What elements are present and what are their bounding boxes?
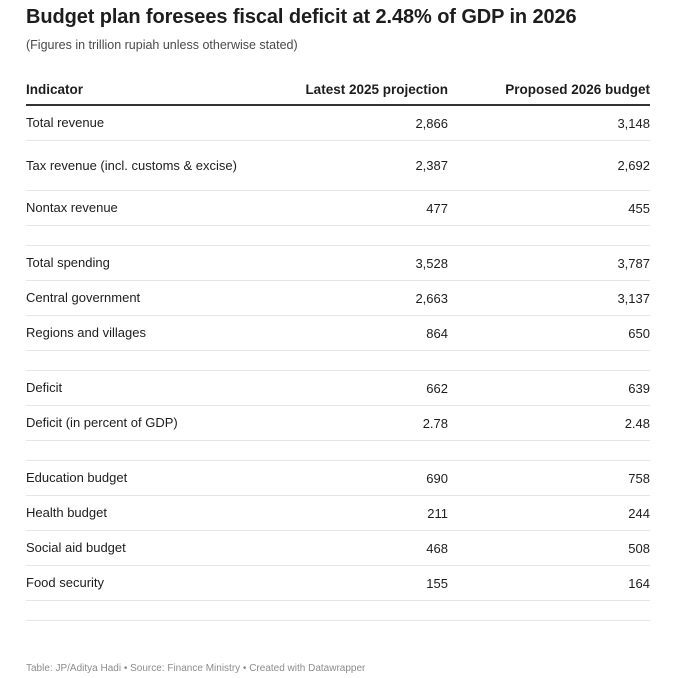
value-2026: 455	[448, 190, 650, 226]
column-header-2026-budget[interactable]: Proposed 2026 budget	[448, 74, 650, 106]
table-row: Food security 155 164	[26, 565, 650, 601]
row-label: Health budget	[26, 495, 276, 531]
value-2026: 3,787	[448, 245, 650, 281]
value-2025: 477	[276, 190, 448, 226]
chart-subtitle: (Figures in trillion rupiah unless other…	[26, 38, 298, 52]
value-2025: 662	[276, 370, 448, 406]
group-spacer-row	[26, 440, 650, 461]
value-2025: 211	[276, 495, 448, 531]
value-2026: 650	[448, 315, 650, 351]
row-label: Total revenue	[26, 105, 276, 141]
value-2026: 2,692	[448, 140, 650, 191]
row-label: Education budget	[26, 460, 276, 496]
row-label: Social aid budget	[26, 530, 276, 566]
table-row: Total revenue 2,866 3,148	[26, 105, 650, 141]
row-label: Tax revenue (incl. customs & excise)	[26, 140, 276, 191]
value-2025: 468	[276, 530, 448, 566]
value-2026: 3,148	[448, 105, 650, 141]
value-2026: 508	[448, 530, 650, 566]
group-spacer-row	[26, 350, 650, 371]
value-2025: 2,866	[276, 105, 448, 141]
table-row: Health budget 211 244	[26, 495, 650, 531]
row-label: Regions and villages	[26, 315, 276, 351]
value-2026: 3,137	[448, 280, 650, 316]
value-2026: 2.48	[448, 405, 650, 441]
table-row: Nontax revenue 477 455	[26, 190, 650, 226]
value-2025: 864	[276, 315, 448, 351]
row-label: Deficit	[26, 370, 276, 406]
group-spacer-row	[26, 600, 650, 621]
row-label: Total spending	[26, 245, 276, 281]
value-2025: 2.78	[276, 405, 448, 441]
table-row: Education budget 690 758	[26, 460, 650, 496]
value-2025: 3,528	[276, 245, 448, 281]
value-2025: 2,663	[276, 280, 448, 316]
chart-footer-credits: Table: JP/Aditya Hadi • Source: Finance …	[26, 663, 366, 674]
group-spacer-row	[26, 225, 650, 246]
value-2026: 758	[448, 460, 650, 496]
table-row: Deficit (in percent of GDP) 2.78 2.48	[26, 405, 650, 441]
value-2026: 639	[448, 370, 650, 406]
row-label: Central government	[26, 280, 276, 316]
row-label: Nontax revenue	[26, 190, 276, 226]
table-row: Social aid budget 468 508	[26, 530, 650, 566]
budget-table: Indicator Latest 2025 projection Propose…	[26, 74, 650, 621]
row-label: Deficit (in percent of GDP)	[26, 405, 276, 441]
table-row: Deficit 662 639	[26, 370, 650, 406]
table-row: Tax revenue (incl. customs & excise) 2,3…	[26, 140, 650, 191]
table-row: Central government 2,663 3,137	[26, 280, 650, 316]
value-2025: 2,387	[276, 140, 448, 191]
column-header-indicator[interactable]: Indicator	[26, 74, 276, 106]
value-2026: 244	[448, 495, 650, 531]
table-row: Regions and villages 864 650	[26, 315, 650, 351]
column-header-2025-projection[interactable]: Latest 2025 projection	[276, 74, 448, 106]
table-row: Total spending 3,528 3,787	[26, 245, 650, 281]
table-header-row: Indicator Latest 2025 projection Propose…	[26, 74, 650, 106]
value-2026: 164	[448, 565, 650, 601]
chart-title: Budget plan foresees fiscal deficit at 2…	[26, 6, 577, 28]
value-2025: 155	[276, 565, 448, 601]
row-label: Food security	[26, 565, 276, 601]
value-2025: 690	[276, 460, 448, 496]
